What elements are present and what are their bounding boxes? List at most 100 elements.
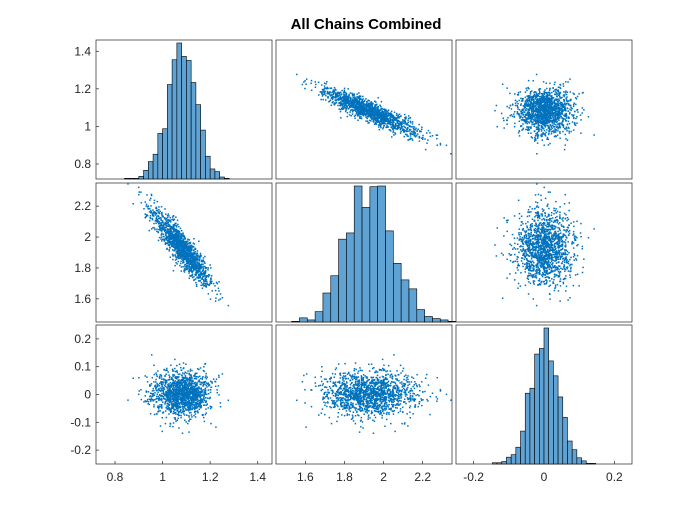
scatter-point (401, 121, 404, 123)
scatter-point (361, 102, 364, 104)
scatter-point (554, 117, 557, 119)
scatter-point (354, 97, 357, 100)
y-tick-label: 0.8 (74, 157, 91, 171)
scatter-point (407, 121, 410, 124)
scatter-point (345, 102, 348, 105)
histogram-bar (432, 318, 441, 323)
scatter-point (192, 249, 195, 251)
scatter-point (545, 92, 548, 95)
scatter-point (403, 113, 406, 116)
scatter-point (342, 100, 344, 103)
scatter-point (348, 100, 351, 103)
scatter-point (501, 83, 504, 86)
scatter-point (538, 124, 540, 126)
scatter-point (204, 262, 206, 264)
scatter-point (429, 132, 431, 134)
scatter-point (370, 118, 373, 120)
scatter-point (207, 293, 210, 295)
scatter-point (171, 249, 174, 251)
scatter-point (516, 93, 519, 96)
scatter-point (173, 224, 176, 227)
scatter-point (566, 219, 568, 222)
scatter-point (524, 115, 526, 118)
scatter-point (557, 270, 560, 273)
scatter-point (359, 95, 361, 97)
scatter-point (530, 132, 532, 134)
scatter-point (193, 279, 195, 281)
scatter-point (182, 240, 185, 243)
scatter-point (188, 254, 191, 256)
scatter-point (199, 252, 202, 255)
scatter-point (175, 261, 177, 264)
scatter-point (356, 113, 359, 115)
scatter-point (345, 100, 348, 102)
scatter-point (127, 183, 129, 185)
scatter-point (381, 117, 383, 119)
scatter-point (166, 225, 169, 228)
scatter-point (178, 230, 181, 233)
histogram-bar (209, 168, 216, 180)
scatter-point (372, 107, 375, 110)
scatter-point (568, 130, 570, 132)
scatter-point (556, 93, 558, 95)
scatter-point (180, 252, 183, 254)
scatter-point (559, 87, 562, 90)
scatter-point (545, 113, 548, 116)
scatter-point (403, 120, 405, 122)
scatter-point (539, 105, 542, 108)
scatter-point (340, 98, 342, 101)
scatter-point (175, 216, 177, 218)
scatter-point (543, 109, 546, 112)
scatter-point (368, 114, 370, 117)
scatter-point (534, 94, 536, 96)
scatter-point (393, 134, 395, 136)
scatter-point (152, 209, 154, 211)
scatter-point (352, 104, 355, 107)
scatter-point (349, 96, 352, 99)
scatter-point (520, 115, 522, 117)
scatter-point (194, 251, 197, 253)
scatter-point (374, 104, 376, 106)
scatter-point (344, 103, 347, 105)
scatter-point (581, 92, 584, 94)
scatter-point (209, 298, 212, 300)
scatter-point (564, 107, 567, 109)
scatter-point (544, 89, 546, 91)
scatter-point (343, 99, 346, 101)
scatter-point (404, 130, 406, 133)
scatter-point (362, 110, 365, 113)
scatter-point (533, 104, 535, 107)
scatter-point (410, 131, 413, 133)
scatter-point (527, 87, 530, 89)
histogram-bar (314, 311, 324, 323)
scatter-point (525, 128, 527, 131)
scatter-point (157, 223, 160, 225)
scatter-point (344, 110, 347, 113)
scatter-point (382, 128, 384, 130)
y-tick-label: 1 (84, 119, 91, 133)
scatter-point (389, 116, 391, 119)
scatter-point (172, 270, 175, 272)
scatter-point (555, 119, 557, 121)
scatter-point (372, 121, 375, 123)
scatter-point (391, 116, 393, 119)
scatter-point (556, 126, 558, 128)
scatter-point (189, 275, 192, 277)
scatter-point (192, 257, 194, 259)
scatter-point (417, 128, 419, 131)
scatter-point (153, 227, 156, 229)
scatter-point (324, 91, 326, 94)
scatter-point (193, 255, 196, 258)
scatter-point (520, 110, 522, 113)
scatter-point (191, 276, 194, 279)
scatter-point (375, 117, 378, 119)
scatter-point (149, 197, 152, 200)
scatter-point (538, 128, 541, 130)
scatter-point (326, 91, 329, 93)
scatter-point (544, 132, 546, 135)
scatter-point (363, 100, 366, 103)
scatter-point (411, 133, 414, 136)
scatter-point (543, 97, 545, 99)
scatter-point (357, 107, 360, 109)
